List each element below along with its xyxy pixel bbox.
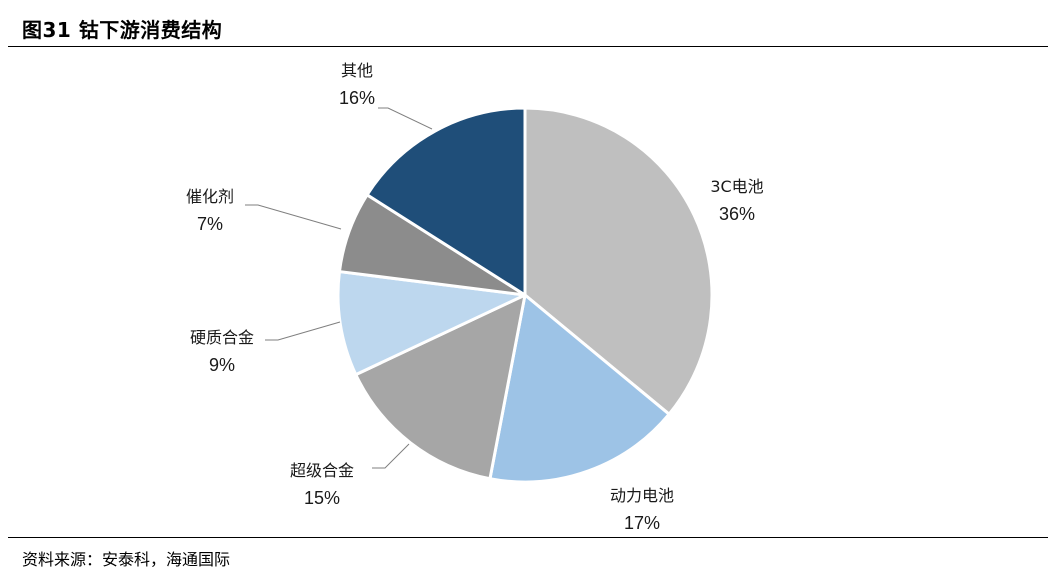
leader-line-5	[245, 204, 342, 230]
slice-labels: 3C电池 36% 动力电池 17% 超级合金 15% 硬质合金 9% 催化剂 7% 其他 16%	[186, 61, 764, 533]
slice-label-4: 硬质合金	[190, 328, 254, 347]
leader-line-4	[265, 321, 341, 341]
slice-label-3: 超级合金	[290, 461, 354, 480]
pie-slices	[336, 106, 714, 484]
pie-slice-6	[365, 106, 527, 297]
figure-title: 图31 钴下游消费结构	[22, 18, 223, 42]
slice-pct-label-1: 36%	[719, 204, 755, 224]
slice-pct-label-4: 9%	[209, 355, 235, 375]
slice-label-6: 其他	[341, 61, 373, 80]
slice-label-5: 催化剂	[186, 187, 234, 206]
top-rule	[8, 46, 1048, 47]
leader-line-6	[378, 107, 433, 130]
slice-pct-label-3: 15%	[304, 488, 340, 508]
pie-slice-3	[354, 293, 527, 481]
figure-header: 图31 钴下游消费结构	[0, 0, 1056, 50]
slice-label-1: 3C电池	[710, 177, 763, 196]
leader-line-3	[372, 443, 410, 469]
bottom-rule	[8, 537, 1048, 538]
pie-slice-2	[488, 293, 671, 484]
leader-lines	[245, 107, 433, 469]
slice-pct-label-6: 16%	[339, 88, 375, 108]
slice-label-2: 动力电池	[610, 486, 674, 505]
source-note: 资料来源：安泰科，海通国际	[22, 550, 231, 569]
pie-slice-4	[336, 270, 527, 377]
slice-pct-label-5: 7%	[197, 214, 223, 234]
slice-pct-label-2: 17%	[624, 513, 660, 533]
pie-slice-1	[523, 106, 714, 416]
